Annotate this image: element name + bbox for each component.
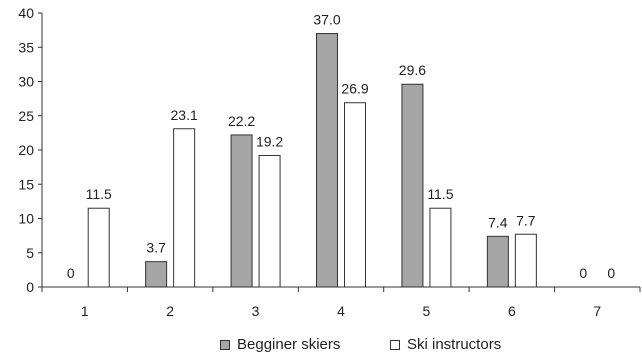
bar-ski-instructors [87,207,110,288]
bar-ski-instructors [429,207,452,288]
legend-swatch-ski-instructors [390,339,400,350]
y-tick-label: 15 [18,176,34,192]
data-label-begginer-skiers: 0 [579,265,587,281]
bar-begginer-skiers [145,261,168,288]
y-tick-label: 35 [18,39,34,55]
data-label-begginer-skiers: 22.2 [228,113,255,129]
data-label-begginer-skiers: 3.7 [146,240,166,256]
data-label-begginer-skiers: 37.0 [313,12,340,28]
data-label-begginer-skiers: 0 [67,265,75,281]
data-label-ski-instructors: 7.7 [516,212,536,228]
y-tick-label: 25 [18,108,34,124]
x-tick-label: 7 [593,303,601,319]
bar-begginer-skiers [401,83,424,288]
y-tick-label: 0 [26,279,34,295]
x-tick-label: 3 [252,303,260,319]
data-label-ski-instructors: 11.5 [427,186,453,202]
bar-begginer-skiers [230,134,253,288]
legend: Begginer skiers Ski instructors [0,336,642,356]
legend-swatch-begginer-skiers [220,339,230,350]
y-tick-label: 20 [18,142,34,158]
bar-ski-instructors [344,102,366,288]
data-label-ski-instructors: 11.5 [86,186,112,202]
data-label-ski-instructors: 26.9 [341,81,368,97]
data-label-ski-instructors: 0 [607,265,615,281]
x-tick-label: 4 [337,303,345,319]
y-tick-label: 5 [26,245,34,261]
bar-begginer-skiers [486,235,509,288]
x-tick-label: 6 [508,303,516,319]
legend-label-ski-instructors: Ski instructors [407,336,502,353]
data-label-begginer-skiers: 29.6 [399,62,426,78]
x-tick-label: 1 [81,303,89,319]
legend-label-begginer-skiers: Begginer skiers [237,336,341,353]
y-tick-label: 40 [18,5,34,21]
bar-begginer-skiers [316,33,338,288]
x-tick-label: 2 [166,303,174,319]
legend-item-ski-instructors: Ski instructors [390,336,501,353]
y-tick-label: 10 [18,211,34,227]
data-label-ski-instructors: 19.2 [256,133,283,149]
bar-ski-instructors [173,128,196,288]
data-label-ski-instructors: 23.1 [171,107,198,123]
bar-ski-instructors [258,154,281,288]
data-label-begginer-skiers: 7.4 [488,214,508,230]
bar-ski-instructors [514,233,537,288]
y-tick-label: 30 [18,74,34,90]
legend-item-begginer-skiers: Begginer skiers [220,336,340,353]
x-tick-label: 5 [423,303,431,319]
